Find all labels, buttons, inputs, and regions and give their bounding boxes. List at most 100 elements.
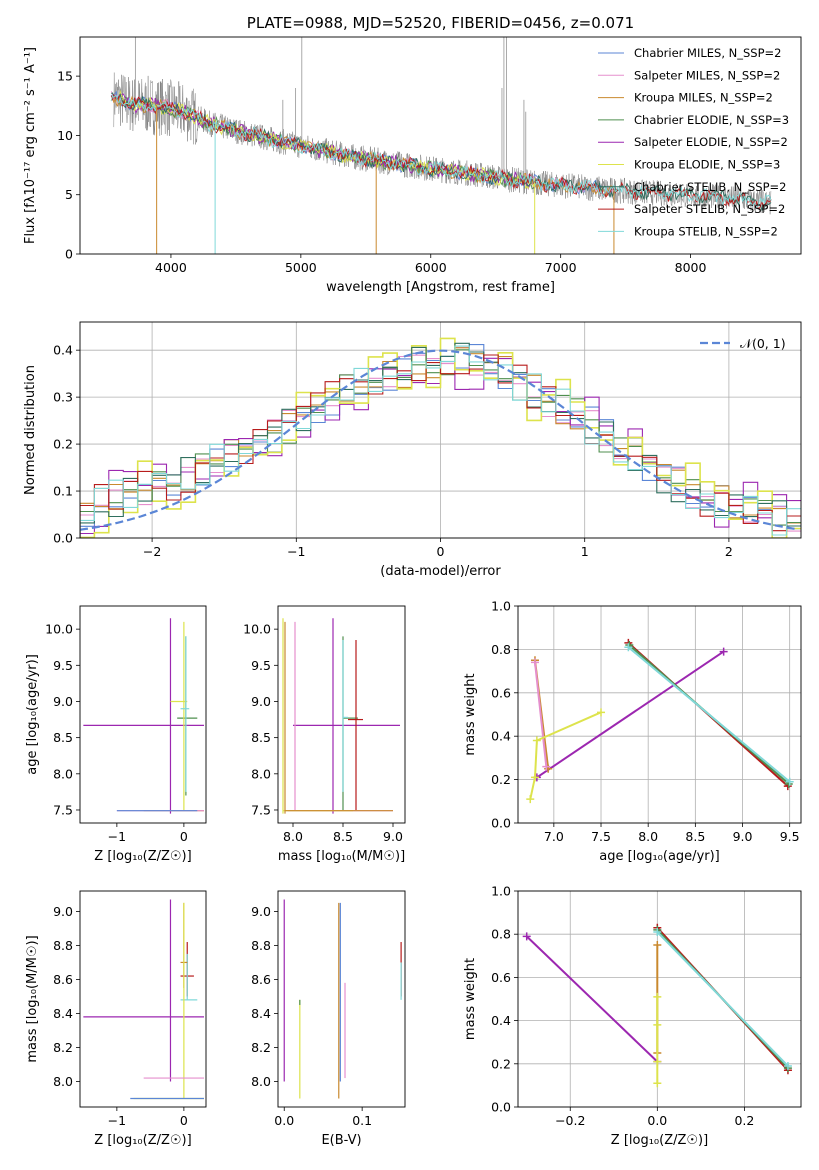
y-tick-label: 8.0 — [53, 766, 73, 781]
x-tick-label: 7.0 — [544, 829, 564, 844]
x-tick-label: 0.1 — [352, 1113, 372, 1128]
series-kroupa_stelib-line — [656, 931, 789, 1067]
y-tick-label: 0.4 — [53, 343, 73, 358]
series-salpeter_miles-line — [534, 662, 548, 767]
y-tick-label: 0.2 — [491, 1056, 511, 1071]
series-kroupa_stelib-line — [627, 646, 791, 783]
x-tick-label: −2 — [143, 544, 161, 559]
y-tick-label: 9.5 — [251, 658, 271, 673]
x-tick-label: 0 — [180, 1113, 188, 1128]
marker-kroupa_stelib — [624, 643, 633, 652]
x-tick-label: 2 — [725, 544, 733, 559]
y-tick-label: 8.6 — [251, 972, 271, 987]
marker-kroupa_elodie — [653, 992, 662, 1001]
y-tick-label: 8.2 — [53, 1040, 73, 1055]
plot-area-age_vs_mass — [282, 618, 400, 814]
x-tick-label: 0.2 — [734, 1113, 754, 1128]
y-tick-label: 0.0 — [491, 816, 511, 831]
chart-title: PLATE=0988, MJD=52520, FIBERID=0456, z=0… — [247, 14, 634, 32]
marker-kroupa_stelib — [785, 777, 794, 786]
axes-frame — [79, 321, 802, 539]
normal-curve-line — [80, 349, 799, 531]
marker-kroupa_elodie — [530, 773, 539, 782]
x-tick-label: 4000 — [155, 260, 187, 275]
x-tick-label: 6000 — [415, 260, 447, 275]
legend-entry-salpeter_elodie: Salpeter ELODIE, N_SSP=2 — [634, 135, 788, 149]
legend-entry-salpeter_stelib: Salpeter STELIB, N_SSP=2 — [634, 202, 785, 216]
y-tick-label: 0.1 — [53, 484, 73, 499]
y-tick-label: 8.0 — [53, 1074, 73, 1089]
y-tick-label: 9.0 — [251, 904, 271, 919]
marker-kroupa_elodie — [653, 1079, 662, 1088]
marker-salpeter_elodie — [522, 932, 531, 941]
plot-area-spectrum — [110, 37, 772, 254]
y-tick-label: 10.0 — [243, 622, 271, 637]
marker-kroupa_elodie — [532, 736, 541, 745]
axes-frame — [277, 890, 406, 1108]
x-tick-label: 9.0 — [733, 829, 753, 844]
hist-salpeter_stelib — [80, 354, 801, 538]
x-tick-label: 8.5 — [685, 829, 705, 844]
legend-entry-kroupa_stelib: Kroupa STELIB, N_SSP=2 — [634, 224, 778, 238]
panel-spectrum: 4000 5000 6000 7000 8000 0 5 10 15 wavelength [An… — [23, 36, 802, 295]
plot-area-weight_vs_age — [526, 638, 794, 804]
legend-entry-kroupa_elodie: Kroupa ELODIE, N_SSP=3 — [634, 158, 780, 172]
x-tick-label: 9.5 — [780, 829, 800, 844]
panel-residuals: −2 −1 0 1 2 0.0 0.1 0.2 0.3 0.4 (data-model)/error… — [23, 321, 802, 579]
marker-kroupa_miles — [653, 941, 662, 949]
x-axis-label: (data-model)/error — [380, 564, 501, 579]
x-tick-label: 9.0 — [383, 829, 403, 844]
legend: Chabrier MILES, N_SSP=2 Salpeter MILES, N… — [598, 46, 789, 238]
marker-kroupa_stelib — [653, 928, 662, 937]
y-tick-label: 9.0 — [53, 904, 73, 919]
model-salpeter_stelib-line — [110, 93, 772, 209]
y-tick-label: 8.8 — [53, 938, 73, 953]
marker-kroupa_elodie — [597, 708, 606, 717]
x-axis-label: wavelength [Angstrom, rest frame] — [326, 280, 555, 295]
plot-area-mass_vs_Z — [83, 899, 204, 1100]
y-tick-label: 9.5 — [53, 658, 73, 673]
plot-area-age_vs_Z — [83, 618, 204, 814]
marker-kroupa_elodie — [653, 1020, 662, 1029]
x-tick-label: 8.0 — [283, 829, 303, 844]
x-tick-label: 7.5 — [591, 829, 611, 844]
plot-area-residuals — [80, 337, 801, 538]
y-tick-label: 0.0 — [491, 1100, 511, 1115]
y-tick-label: 8.4 — [53, 1006, 73, 1021]
marker-salpeter_miles — [530, 658, 539, 667]
y-tick-label: 8.2 — [251, 1040, 271, 1055]
hist-kroupa_stelib — [80, 345, 801, 538]
x-tick-label: 0 — [437, 544, 445, 559]
y-tick-label: 0.4 — [491, 729, 511, 744]
panel-age_vs_mass: 8.0 8.5 9.0 7.5 8.0 8.5 9.0 9.5 10.0 mass [log₁₀(… — [243, 605, 406, 864]
x-tick-label: −1 — [108, 1113, 126, 1128]
x-tick-label: −1 — [108, 829, 126, 844]
x-axis-label: Z [log₁₀(Z/Z☉)] — [94, 1133, 191, 1148]
panel-weight_vs_Z: −0.2 0.0 0.2 0.0 0.2 0.4 0.6 0.8 1.0 Z [log₁₀(Z/Z… — [463, 884, 802, 1148]
marker-kroupa_elodie — [526, 795, 535, 804]
x-tick-label: 8.5 — [333, 829, 353, 844]
y-tick-label: 0.6 — [491, 685, 511, 700]
y-tick-label: 0 — [65, 247, 73, 262]
axes-frame — [79, 605, 207, 824]
y-axis-label: mass weight — [463, 673, 478, 755]
series-salpeter_elodie-line — [526, 935, 658, 1063]
panel-mass_vs_ebv: 0.0 0.1 8.0 8.2 8.4 8.6 8.8 9.0 E(B-V) — [251, 890, 406, 1148]
y-tick-label: 1.0 — [491, 599, 511, 614]
legend-entry-salpeter_miles: Salpeter MILES, N_SSP=2 — [634, 68, 780, 82]
panel-mass_vs_Z: −1 0 8.0 8.2 8.4 8.6 8.8 9.0 Z [log₁₀(Z/Z☉)] mass… — [25, 890, 207, 1148]
y-tick-label: 0.3 — [53, 390, 73, 405]
y-tick-label: 15 — [57, 69, 73, 84]
y-axis-label: mass weight — [463, 958, 478, 1040]
x-tick-label: 0.0 — [647, 1113, 667, 1128]
x-tick-label: 0 — [180, 829, 188, 844]
y-tick-label: 8.5 — [53, 730, 73, 745]
y-tick-label: 0.0 — [53, 531, 73, 546]
y-axis-label: Normed distribution — [23, 365, 38, 495]
y-tick-label: 8.8 — [251, 938, 271, 953]
legend-entry-chabrier_stelib: Chabrier STELIB, N_SSP=2 — [634, 180, 786, 194]
axes-frame — [79, 890, 207, 1108]
y-tick-label: 8.4 — [251, 1006, 271, 1021]
x-tick-label: 7000 — [545, 260, 577, 275]
